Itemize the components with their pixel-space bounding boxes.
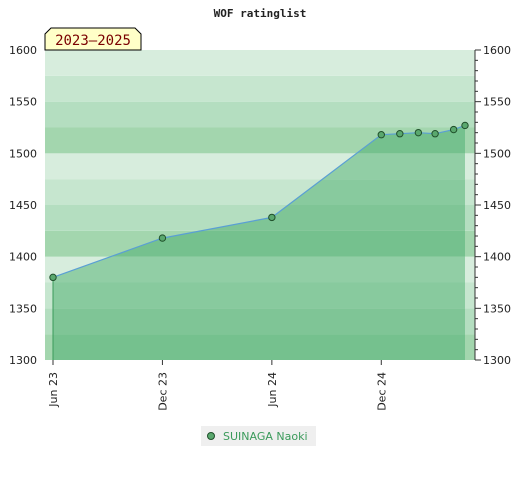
data-point	[268, 213, 276, 222]
y-tick-label-left: 1300	[9, 354, 37, 367]
data-point	[449, 125, 458, 134]
y-tick-label-right: 1600	[483, 44, 511, 57]
y-axis-left: 1300 1350 1400 1450 1500 1550 1600	[9, 44, 37, 367]
y-tick-label-left: 1350	[9, 302, 37, 315]
series-markers	[49, 121, 469, 282]
period-badge: 2023–2025	[44, 27, 142, 51]
x-tick-label: Jun 23	[47, 372, 60, 408]
y-tick-label-left: 1450	[9, 199, 37, 212]
legend: SUINAGA Naoki	[201, 426, 316, 446]
y-tick-label-right: 1300	[483, 354, 511, 367]
y-tick-label-right: 1350	[483, 302, 511, 315]
data-point	[49, 273, 57, 282]
chart-title: WOF ratinglist	[214, 7, 307, 20]
x-tick-label: Dec 23	[156, 372, 169, 411]
area-band	[53, 282, 465, 309]
y-tick-label-right: 1400	[483, 251, 511, 264]
y-axis-right: 1300 1350 1400 1450 1500 1550 1600	[474, 44, 511, 367]
area-band	[53, 256, 465, 283]
data-point	[377, 131, 385, 139]
area-band	[53, 334, 465, 360]
data-point	[414, 128, 423, 137]
y-tick-label-right: 1550	[483, 96, 511, 109]
period-badge-text: 2023–2025	[55, 33, 131, 49]
y-tick-label-left: 1600	[9, 44, 37, 57]
background-band	[45, 101, 475, 128]
y-tick-label-right: 1500	[483, 147, 511, 160]
data-point	[431, 130, 439, 138]
data-point	[158, 234, 167, 242]
x-axis: Jun 23 Dec 23 Jun 24 Dec 24	[47, 360, 388, 411]
background-band	[45, 50, 475, 76]
area-band	[53, 308, 465, 335]
x-tick-label: Jun 24	[266, 372, 279, 408]
y-tick-label-right: 1450	[483, 199, 511, 212]
y-tick-label-left: 1400	[9, 251, 37, 264]
background-band	[45, 75, 475, 102]
data-point	[461, 121, 469, 130]
data-point	[396, 130, 404, 138]
y-tick-label-left: 1500	[9, 147, 37, 160]
x-tick-label: Dec 24	[375, 372, 388, 411]
legend-label: SUINAGA Naoki	[223, 429, 308, 443]
legend-marker-icon	[207, 432, 215, 440]
y-tick-label-left: 1550	[9, 96, 37, 109]
